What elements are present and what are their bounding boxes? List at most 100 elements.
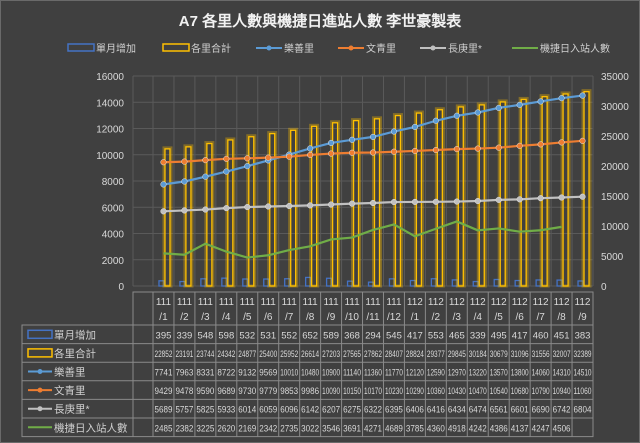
- point-樂善里: [348, 136, 356, 143]
- table-cell: 10940: [553, 386, 571, 397]
- table-cell: 28407: [385, 349, 403, 360]
- table-cell: 383: [575, 330, 591, 341]
- table-cell: 4689: [385, 423, 403, 434]
- table-cell: 9853: [280, 386, 298, 397]
- point-長庚里*: [202, 206, 209, 213]
- bar-各里合計: [457, 106, 464, 287]
- point-長庚里*: [181, 207, 188, 214]
- point-樂善里: [307, 145, 314, 152]
- bar-單月增加: [242, 278, 249, 287]
- right-axis: 0 5000 10000 15000 20000 25000 30000 35000: [601, 72, 629, 293]
- point-樂善里: [160, 181, 167, 188]
- category-label: /10: [345, 312, 359, 323]
- table-cell: 13570: [490, 368, 508, 379]
- point-長庚里*: [453, 198, 460, 205]
- data-table: 111/1 111/2 111/3 111/4 111/5 111/6 111/7 111/8…: [21, 291, 594, 438]
- point-文青里: [223, 155, 230, 162]
- category-label: /5: [243, 312, 252, 323]
- point-長庚里*: [558, 194, 565, 201]
- point-文青里: [495, 144, 502, 151]
- left-tick-label: 4000: [102, 230, 125, 241]
- table-cell: 545: [386, 330, 402, 341]
- table-cell: 9730: [238, 386, 256, 397]
- category-label: 112: [512, 297, 528, 308]
- category-label: 111: [282, 297, 298, 308]
- table-cell: 9779: [259, 386, 277, 397]
- table-cell: 5825: [196, 405, 214, 416]
- table-cell: 10790: [532, 386, 550, 397]
- table-cell: 6275: [343, 405, 361, 416]
- table-cell: 368: [344, 330, 360, 341]
- category-label: /8: [557, 312, 566, 323]
- point-文青里: [516, 142, 523, 149]
- table-cell: 6014: [238, 405, 256, 416]
- category-label: 112: [533, 297, 549, 308]
- point-文青里: [390, 148, 398, 155]
- table-cell: 2382: [175, 423, 193, 434]
- right-tick-label: 5000: [601, 252, 624, 263]
- category-label: 111: [219, 297, 235, 308]
- bar-各里合計: [541, 96, 548, 287]
- table-cell: 4506: [553, 423, 571, 434]
- point-長庚里*: [307, 202, 314, 209]
- table-cell: 6742: [553, 405, 571, 416]
- table-cell: 531: [260, 330, 276, 341]
- table-cell: 12970: [448, 368, 466, 379]
- point-文青里: [411, 147, 418, 154]
- table-cell: 10360: [427, 386, 445, 397]
- bar-單月增加: [367, 281, 375, 287]
- legend-key-marker: [430, 45, 436, 51]
- point-文青里: [579, 137, 586, 144]
- table-cell: 2342: [259, 423, 277, 434]
- category-label: 111: [386, 297, 402, 308]
- table-cell: 9590: [196, 386, 214, 397]
- bar-單月增加: [409, 279, 417, 287]
- table-cell: 4137: [511, 423, 529, 434]
- point-文青里: [348, 149, 356, 156]
- table-cell: 11140: [343, 368, 361, 379]
- table-cell: 11360: [364, 368, 382, 379]
- legend-label: 機捷日入站人數: [540, 42, 610, 55]
- left-tick-label: 10000: [96, 151, 124, 162]
- table-cell: 14510: [574, 368, 592, 379]
- point-樂善里: [474, 109, 481, 116]
- table-cell: 339: [470, 330, 486, 341]
- category-label: /7: [285, 312, 294, 323]
- point-樂善里: [202, 173, 209, 180]
- table-cell: 2620: [217, 423, 235, 434]
- bar-單月增加: [304, 276, 312, 287]
- category-label: 112: [491, 297, 507, 308]
- point-長庚里*: [432, 198, 439, 205]
- bar-單月增加: [388, 278, 396, 287]
- table-cell: 3225: [196, 423, 214, 434]
- legend-key: [162, 43, 190, 52]
- table-cell: 495: [491, 330, 507, 341]
- table-cell: 5933: [217, 405, 235, 416]
- category-label: 111: [261, 297, 277, 308]
- table-cell: 26614: [301, 349, 319, 360]
- table-cell: 29377: [427, 349, 445, 360]
- table-cell: 9132: [238, 368, 256, 379]
- table-cell: 6322: [364, 405, 382, 416]
- bar-單月增加: [577, 280, 584, 287]
- table-cell: 10290: [406, 386, 424, 397]
- table-cell: 24342: [217, 349, 235, 360]
- table-cell: 29845: [448, 349, 466, 360]
- left-tick-label: 12000: [96, 125, 124, 136]
- category-label: /1: [159, 312, 168, 323]
- table-cell: 3022: [301, 423, 319, 434]
- table-cell: 6416: [427, 405, 445, 416]
- table-cell: 31556: [532, 349, 550, 360]
- table-cell: 6059: [259, 405, 277, 416]
- category-label: 111: [344, 297, 360, 308]
- table-cell: 532: [239, 330, 255, 341]
- point-文青里: [369, 149, 377, 156]
- table-cell: 6406: [406, 405, 424, 416]
- table-cell: 24877: [238, 349, 256, 360]
- category-label: 111: [177, 297, 193, 308]
- right-tick-label: 30000: [601, 102, 629, 113]
- table-cell: 10150: [343, 386, 361, 397]
- point-文青里: [160, 159, 167, 166]
- point-長庚里*: [411, 198, 418, 205]
- point-長庚里*: [474, 197, 481, 205]
